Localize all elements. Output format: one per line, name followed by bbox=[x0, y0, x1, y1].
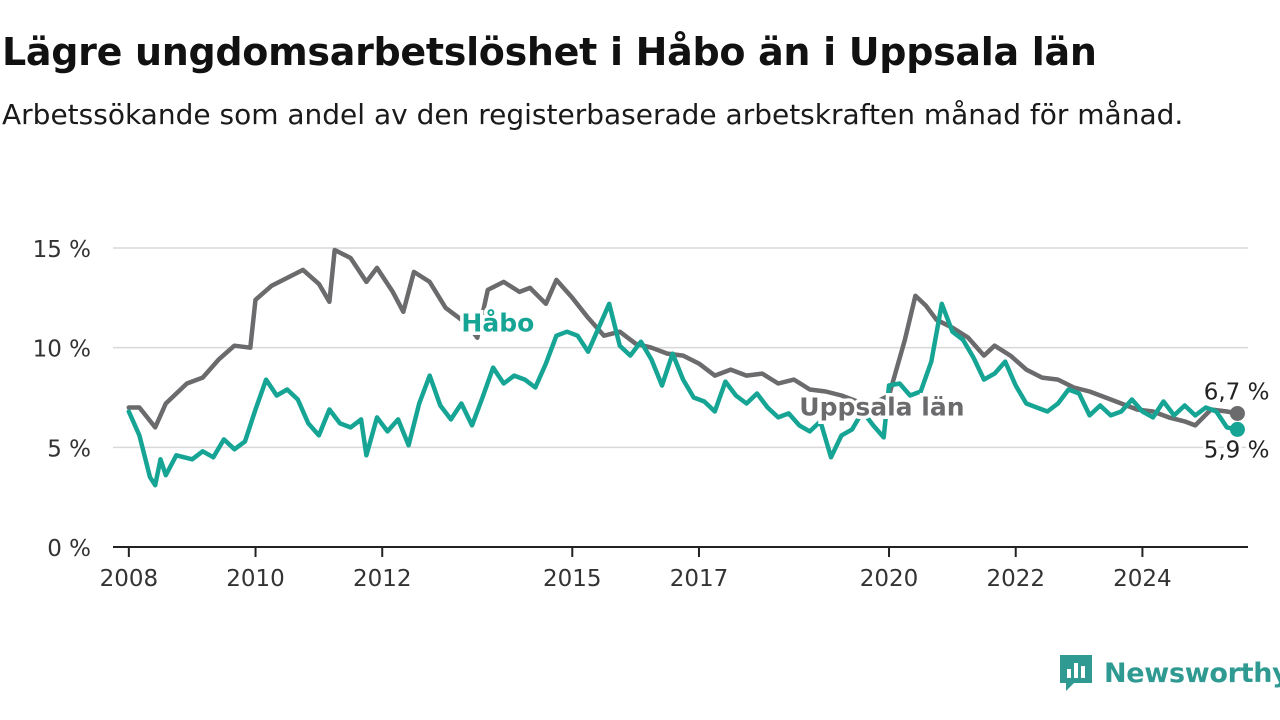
end-label-habo: 5,9 % bbox=[1204, 437, 1270, 463]
series-label-habo: Håbo bbox=[461, 309, 534, 338]
x-tick-label: 2015 bbox=[543, 566, 602, 592]
x-tick-label: 2020 bbox=[860, 566, 919, 592]
x-tick-label: 2017 bbox=[670, 566, 729, 592]
y-tick-label: 5 % bbox=[47, 436, 91, 462]
end-label-uppsala-lan: 6,7 % bbox=[1204, 379, 1270, 405]
chart-title: Lägre ungdomsarbetslöshet i Håbo än i Up… bbox=[2, 30, 1097, 74]
series-line-uppsala-l-n bbox=[126, 247, 1240, 430]
end-point-uppsala-l-n bbox=[1229, 405, 1245, 421]
series-label-uppsala-lan: Uppsala län bbox=[799, 392, 964, 421]
brand-name: Newsworthy bbox=[1104, 657, 1280, 689]
newsworthy-logo: Newsworthy bbox=[1058, 653, 1280, 693]
y-tick-label: 0 % bbox=[47, 536, 91, 562]
x-tick-label: 2010 bbox=[226, 566, 285, 592]
y-tick-label: 10 % bbox=[33, 337, 91, 363]
series-line-h-bo bbox=[126, 301, 1240, 488]
x-tick-label: 2012 bbox=[353, 566, 412, 592]
x-tick-label: 2024 bbox=[1113, 566, 1172, 592]
x-tick-label: 2008 bbox=[100, 566, 159, 592]
chart-subtitle: Arbetssökande som andel av den registerb… bbox=[2, 98, 1184, 131]
newsworthy-logo-icon bbox=[1060, 655, 1092, 691]
y-tick-label: 15 % bbox=[33, 237, 91, 263]
end-point-h-bo bbox=[1229, 421, 1245, 437]
x-tick-label: 2022 bbox=[986, 566, 1045, 592]
